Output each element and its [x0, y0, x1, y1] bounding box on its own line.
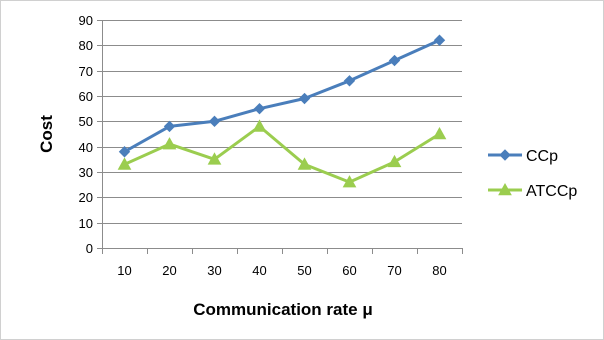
data-point-atccp: [207, 152, 222, 165]
y-tick-label: 30: [79, 165, 93, 180]
data-point-atccp: [432, 126, 447, 140]
y-tick-label: 70: [79, 64, 93, 79]
data-point-atccp: [387, 154, 402, 168]
x-tick-label: 20: [162, 263, 176, 278]
data-point-ccp: [118, 146, 131, 158]
legend-marker-ccp: [499, 149, 511, 161]
series-lines: [123, 38, 441, 184]
axes: [97, 20, 463, 254]
x-tick-labels: 10 20 30 40 50 60 70 80: [117, 263, 446, 278]
y-tick-label: 60: [79, 89, 93, 104]
legend-marker-atccp: [498, 182, 512, 196]
y-tick-labels: 0 10 20 30 40 50 60 70 80 90: [79, 13, 93, 256]
gridlines: [102, 20, 462, 224]
series-markers: [117, 34, 447, 188]
data-point-ccp: [388, 54, 401, 67]
data-point-ccp: [253, 102, 266, 115]
data-point-ccp: [298, 92, 311, 105]
y-tick-label: 90: [79, 13, 93, 28]
y-tick-label: 0: [86, 241, 93, 256]
x-tick-label: 80: [432, 263, 446, 278]
x-tick-label: 30: [207, 263, 221, 278]
data-point-ccp: [208, 115, 221, 128]
y-tick-label: 80: [79, 38, 93, 53]
x-tick-label: 50: [297, 263, 311, 278]
legend-label-atccp: ATCCp: [526, 183, 577, 200]
x-tick-label: 10: [117, 263, 131, 278]
x-axis-title: Communication rate μ: [193, 300, 372, 319]
x-tick-label: 60: [342, 263, 356, 278]
data-point-atccp: [297, 157, 312, 170]
y-axis-title: Cost: [37, 115, 56, 153]
series-line-ccp: [123, 38, 441, 154]
series-line-atccp: [123, 124, 441, 184]
y-tick-label: 10: [79, 216, 93, 231]
y-tick-label: 40: [79, 140, 93, 155]
data-point-ccp: [343, 75, 356, 87]
data-point-atccp: [162, 137, 177, 150]
y-tick-label: 50: [79, 114, 93, 129]
y-tick-label: 20: [79, 190, 93, 205]
data-point-ccp: [163, 120, 176, 133]
x-tick-label: 40: [252, 263, 266, 278]
x-tick-label: 70: [387, 263, 401, 278]
legend-label-ccp: CCp: [526, 148, 558, 165]
data-point-atccp: [117, 157, 132, 170]
legend: CCp ATCCp: [488, 148, 577, 200]
data-point-atccp: [342, 175, 357, 188]
data-point-ccp: [433, 34, 446, 46]
data-point-atccp: [252, 119, 267, 132]
